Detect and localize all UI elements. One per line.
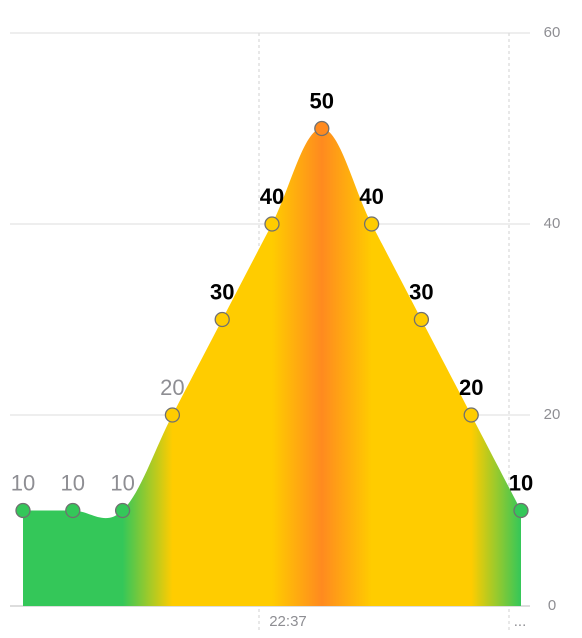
- data-point: [413, 311, 430, 328]
- data-label: 10: [61, 470, 85, 495]
- data-point: [114, 502, 131, 519]
- data-point: [463, 407, 479, 423]
- data-point: [214, 311, 230, 328]
- data-label: 10: [110, 470, 134, 495]
- data-label: 30: [210, 279, 234, 304]
- data-label: 50: [310, 88, 334, 113]
- data-label: 40: [359, 184, 383, 209]
- data-point: [363, 216, 380, 232]
- data-point: [164, 407, 181, 423]
- data-label: 10: [509, 470, 533, 495]
- y-tick-label: 40: [544, 215, 561, 232]
- area: [23, 128, 521, 606]
- data-label: 40: [260, 184, 284, 209]
- y-tick-label: 0: [548, 597, 556, 614]
- data-point: [264, 216, 280, 232]
- x-tick-label: 22:37: [269, 613, 307, 630]
- data-point: [15, 502, 31, 519]
- data-label: 20: [160, 375, 184, 400]
- data-label: 20: [459, 375, 483, 400]
- data-label: 10: [11, 470, 35, 495]
- data-label: 30: [409, 279, 433, 304]
- data-point: [314, 120, 330, 137]
- data-point: [65, 502, 81, 519]
- y-tick-label: 20: [544, 406, 561, 423]
- data-point: [513, 502, 529, 519]
- x-tick-label: ...: [514, 613, 527, 630]
- y-tick-label: 60: [544, 24, 561, 41]
